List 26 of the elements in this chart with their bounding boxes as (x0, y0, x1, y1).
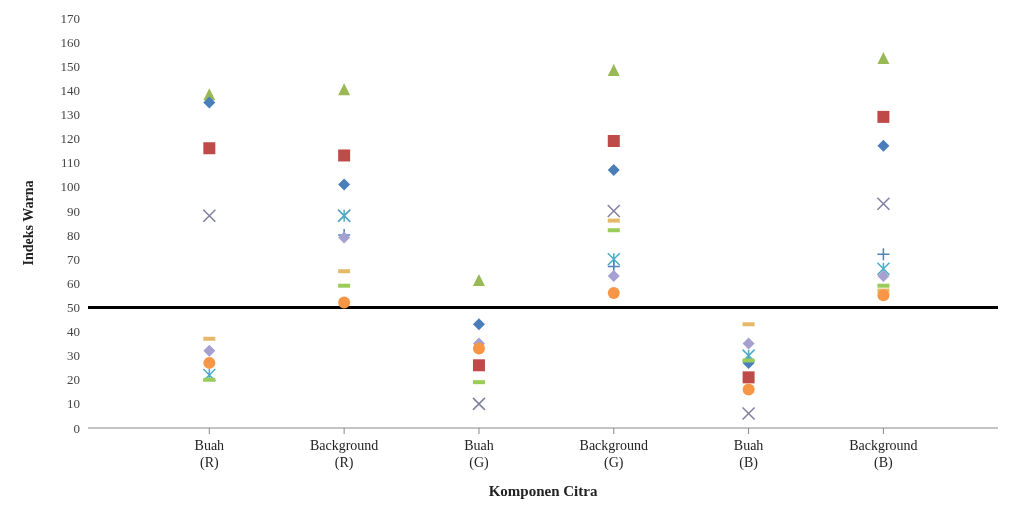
y-tick-label: 10 (67, 396, 80, 412)
y-tick-label: 60 (67, 275, 80, 291)
x-tick-label: Background (G) (579, 438, 648, 471)
y-tick-label: 100 (60, 179, 80, 195)
y-tick-label: 70 (67, 251, 80, 267)
x-axis-title: Komponen Citra (488, 483, 598, 499)
y-tick-label: 160 (60, 34, 80, 50)
x-tick-label: Buah (B) (733, 438, 764, 471)
y-tick-label: 170 (60, 10, 80, 26)
y-tick-label: 110 (60, 155, 80, 171)
y-tick-label: 40 (67, 324, 80, 340)
y-tick-label: 140 (60, 82, 80, 98)
y-tick-label: 0 (73, 420, 80, 436)
y-tick-label: 90 (67, 203, 80, 219)
y-tick-label: 150 (60, 58, 80, 74)
y-tick-label: 130 (60, 107, 80, 123)
x-tick-label: Background (R) (309, 438, 379, 471)
x-tick-label: Buah (R) (194, 438, 225, 471)
y-tick-label: 20 (67, 372, 80, 388)
y-axis-title: Indeks Warna (20, 180, 36, 266)
x-tick-label: Background (B) (849, 438, 918, 471)
y-tick-label: 30 (67, 348, 80, 364)
y-tick-label: 120 (60, 131, 80, 147)
y-tick-label: 80 (67, 227, 80, 243)
y-tick-label: 50 (67, 300, 80, 316)
x-tick-label: Buah (G) (464, 438, 494, 471)
